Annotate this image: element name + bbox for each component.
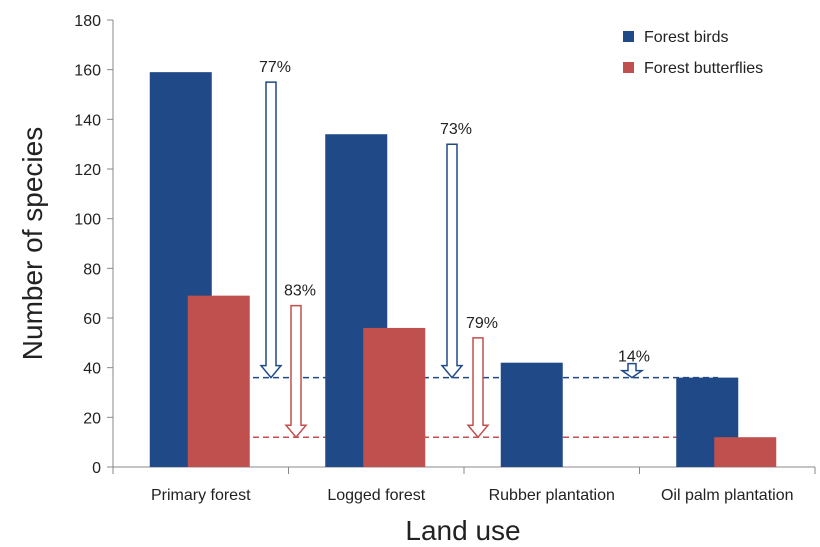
percent-label: 14% — [618, 349, 650, 366]
y-tick-label: 60 — [83, 311, 101, 328]
percent-label: 79% — [466, 315, 498, 332]
bar — [363, 327, 426, 467]
reference-lines — [253, 376, 718, 438]
legend-label: Forest butterflies — [644, 60, 763, 77]
y-tick-label: 0 — [92, 460, 101, 477]
percent-label: 73% — [440, 121, 472, 138]
legend-swatch — [623, 62, 634, 73]
bar — [714, 437, 777, 467]
x-tick-label: Logged forest — [327, 487, 425, 504]
reduction-arrow: 83% — [284, 283, 316, 439]
bars — [149, 72, 777, 468]
y-tick-label: 20 — [83, 410, 101, 427]
reduction-arrows: 77% 83% 73% 79% 14% — [259, 59, 650, 439]
axes: 0 20 40 60 80 100 120 140 160 180 Primary forest Lo… — [17, 13, 816, 546]
y-tick-label: 100 — [74, 212, 101, 229]
bar — [500, 362, 563, 467]
reduction-arrow: 14% — [618, 349, 650, 379]
bar — [187, 295, 250, 467]
legend: Forest birds Forest butterflies — [623, 29, 763, 77]
reduction-arrow: 73% — [440, 121, 472, 379]
arrow-shape — [466, 337, 490, 439]
percent-label: 77% — [259, 59, 291, 76]
arrow-shape — [284, 304, 308, 439]
x-tick-label: Primary forest — [151, 487, 251, 504]
x-axis-title: Land use — [405, 515, 520, 546]
x-tick-label: Oil palm plantation — [661, 487, 794, 504]
y-axis-title: Number of species — [17, 127, 48, 360]
y-tick-label: 160 — [74, 63, 101, 80]
y-tick-label: 80 — [83, 261, 101, 278]
arrow-shape — [440, 143, 464, 379]
reduction-arrow: 79% — [466, 315, 498, 439]
x-tick-label: Rubber plantation — [489, 487, 615, 504]
percent-label: 83% — [284, 283, 316, 300]
y-tick-label: 120 — [74, 162, 101, 179]
arrow-shape — [619, 362, 645, 379]
legend-swatch — [623, 31, 634, 42]
y-tick-label: 180 — [74, 13, 101, 30]
legend-label: Forest birds — [644, 29, 728, 46]
y-tick-label: 140 — [74, 112, 101, 129]
reduction-arrow: 77% — [259, 59, 291, 379]
y-tick-label: 40 — [83, 361, 101, 378]
arrow-shape — [259, 81, 283, 379]
